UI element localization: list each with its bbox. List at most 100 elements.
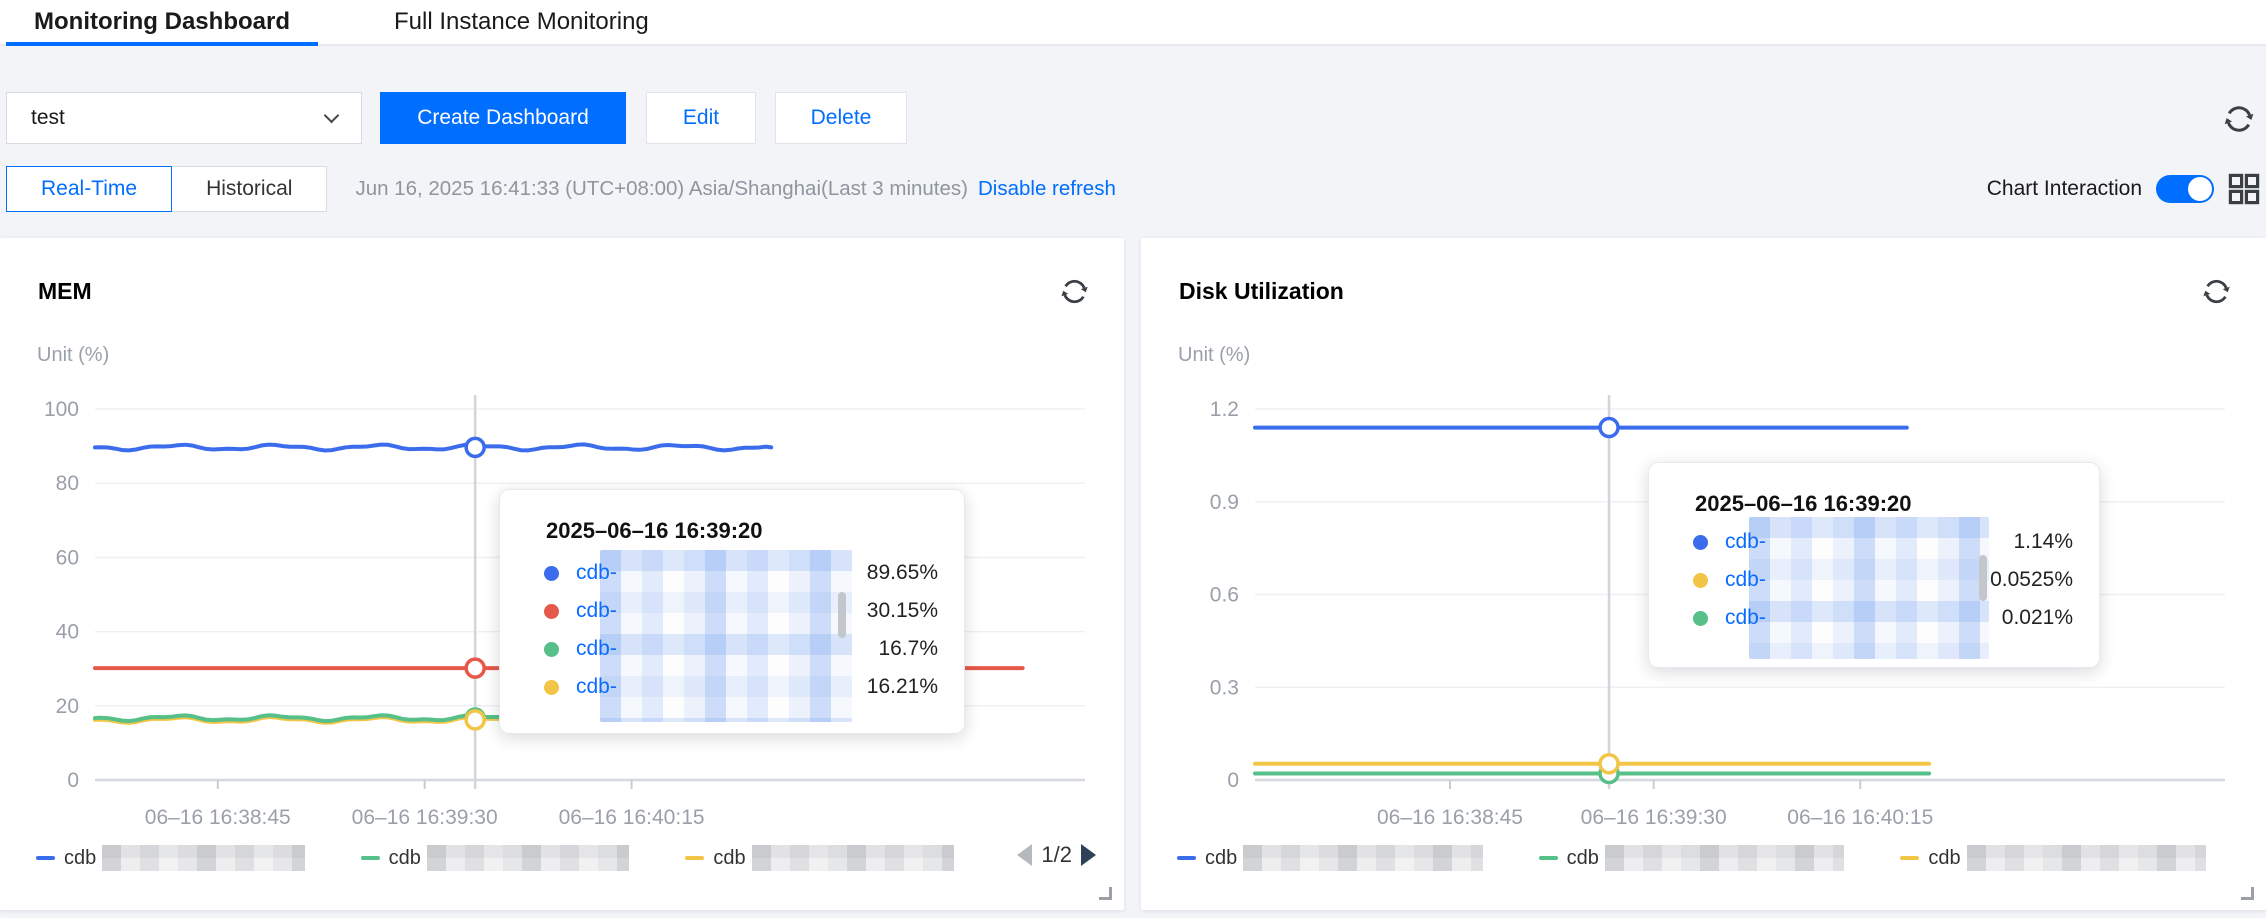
chart-canvas[interactable]: 1.2 0.9 0.6 0.3 0 06–16 16:38:45 06–16 16:39:3… [1141,238,2266,910]
series-line-blue [93,442,774,453]
tooltip-row: cdb- 30.15% [544,592,938,630]
legend-item[interactable]: cdb [685,845,955,871]
instance-link[interactable]: cdb- [1725,568,1766,591]
legend-prev-icon[interactable] [1017,844,1033,866]
legend-next-icon[interactable] [1081,844,1096,866]
tooltip-scrollbar [1979,555,1987,601]
series-dot [544,641,559,657]
legend-item[interactable]: cdb [1177,845,1483,871]
legend-item[interactable]: cdb [360,845,630,871]
historical-tab[interactable]: Historical [171,166,328,212]
legend-dash [1538,856,1558,860]
series-dot [544,679,559,695]
chart-title: Disk Utilization [1179,278,1344,304]
tooltip-value: 16.7% [878,637,938,660]
edit-button[interactable]: Edit [646,92,756,144]
resize-handle[interactable] [1099,887,1112,900]
series-line-green [93,713,523,724]
legend-label: cdb [713,846,746,869]
x-axis-label: 06–16 16:40:15 [559,806,705,829]
instance-link[interactable]: cdb- [1725,530,1766,553]
tooltip-rows: cdb- 1.14% cdb- 0.0525% cdb- 0.021% [1693,523,2073,637]
x-axis-label: 06–16 16:38:45 [145,806,291,829]
legend-label: cdb [1928,846,1961,869]
legend-label: cdb [64,846,97,869]
tooltip-row: cdb- 1.14% [1693,523,2073,561]
y-axis-label: 0 [67,769,79,792]
legend-label: cdb [388,846,421,869]
series-dot [1693,610,1708,626]
tooltip-value: 0.0525% [1990,568,2073,591]
refresh-icon [2224,106,2254,132]
tooltip-row: cdb- 0.0525% [1693,561,2073,599]
hover-marker-yellow [1598,753,1620,775]
y-axis-label: 1.2 [1210,398,1239,421]
y-axis-label: 0.6 [1210,584,1239,607]
instance-link[interactable]: cdb- [576,675,617,698]
dashboard-toolbar: test Create Dashboard Edit Delete [6,92,2260,144]
legend-item[interactable]: cdb [1538,845,1845,871]
create-dashboard-button[interactable]: Create Dashboard [380,92,626,144]
series-dot [1693,534,1708,550]
tooltip-timestamp: 2025–06–16 16:39:20 [1695,491,1912,516]
tab-full-instance-monitoring[interactable]: Full Instance Monitoring [366,0,677,44]
blurred-instance-names [600,550,852,722]
tab-monitoring-dashboard[interactable]: Monitoring Dashboard [6,0,318,46]
chart-interaction-group: Chart Interaction [1987,166,2260,212]
x-axis-label: 06–16 16:40:15 [1787,806,1933,829]
refresh-button[interactable] [2222,102,2256,136]
chart-legend: cdb cdb cdb [36,838,955,878]
tooltip-row: cdb- 16.21% [544,668,938,706]
tooltip-value: 1.14% [2013,530,2073,553]
chart-legend: cdb cdb cdb [1177,838,2207,878]
blurred-instance-names [1749,517,1989,659]
legend-label: cdb [1566,846,1599,869]
blurred-legend-text [1243,845,1483,871]
legend-item[interactable]: cdb [1900,845,2207,871]
delete-button[interactable]: Delete [775,92,907,144]
chart-tooltip: 2025–06–16 16:39:20 cdb- 89.65% cdb- 30.15%… [499,489,965,734]
blurred-legend-text [1604,845,1845,871]
blurred-legend-text [751,845,955,871]
instance-link[interactable]: cdb- [576,637,617,660]
y-axis-label: 80 [56,472,79,495]
resize-handle[interactable] [2241,887,2254,900]
disable-refresh-link[interactable]: Disable refresh [977,177,1116,200]
hover-marker-yellow [464,709,486,731]
chart-title: MEM [38,278,92,304]
time-mode-switch: Real-Time Historical [6,166,328,212]
chart-refresh-button[interactable] [2201,276,2232,307]
series-dot [544,565,559,581]
blurred-legend-text [102,845,305,871]
unit-label: Unit (%) [37,344,110,366]
series-dot [544,603,559,619]
chevron-down-icon [323,107,340,123]
dashboard-select[interactable]: test [6,92,362,144]
time-range-label: Jun 16, 2025 16:41:33 (UTC+08:00) Asia/S… [355,177,968,200]
blurred-legend-text [1966,845,2207,871]
legend-item[interactable]: cdb [36,845,305,871]
legend-dash [36,856,55,860]
instance-link[interactable]: cdb- [1725,606,1766,629]
chart-canvas[interactable]: 100 80 60 40 20 0 06–16 16:38:45 06–16 16:39:30… [0,238,1124,910]
chart-refresh-button[interactable] [1059,276,1090,307]
y-axis-label: 20 [56,695,79,718]
grid-layout-icon[interactable] [2228,173,2260,205]
chart-panel-mem: MEM Unit (%) 100 80 60 40 20 0 06–16 16:38:45 0… [0,238,1124,910]
chart-interaction-label: Chart Interaction [1986,177,2142,200]
legend-dash [685,856,705,860]
chart-panel-disk-utilization: Disk Utilization Unit (%) 1.2 0.9 0.6 0.3 0 0… [1141,238,2266,910]
x-axis-label: 06–16 16:39:30 [1581,806,1727,829]
y-axis-label: 40 [56,621,79,644]
blurred-legend-text [426,845,630,871]
instance-link[interactable]: cdb- [576,561,617,584]
legend-pager: 1/2 [1017,842,1096,868]
hover-marker-red [464,657,486,679]
instance-link[interactable]: cdb- [576,599,617,622]
legend-dash [1900,856,1920,860]
series-dot [1693,572,1708,588]
chart-interaction-toggle[interactable] [2156,175,2214,203]
refresh-icon [2203,279,2230,304]
y-axis-label: 0.3 [1210,676,1239,699]
realtime-tab[interactable]: Real-Time [6,166,173,212]
